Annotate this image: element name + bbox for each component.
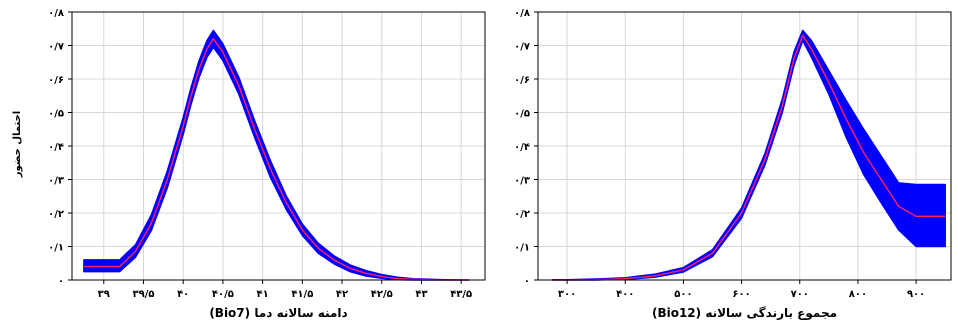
- mean-response-line: [552, 33, 946, 281]
- chart-bio7: ۰ ۰/۱ ۰/۲ ۰/۳ ۰/۴ ۰/۵ ۰/۶ ۰/۷ ۰/۸ ۳۹ ۳۹/۵ ۴۰ ۴۰/۵ ۴۱ ۴…: [48, 8, 486, 320]
- x-tick-label: ۴۳/۵: [450, 289, 472, 300]
- y-tick-label: ۰/۸: [514, 8, 530, 19]
- y-tick-label: ۰: [58, 276, 64, 287]
- y-tick-label: ۰/۵: [514, 109, 530, 120]
- y-tick-label: ۰/۸: [48, 8, 64, 19]
- x-tick-label: ۵۰۰: [674, 289, 692, 300]
- x-tick-label: ۸۰۰: [849, 289, 867, 300]
- x-axis-title: دامنه سالانه دما (Bio7): [209, 306, 347, 320]
- x-tick-label: ۳۹: [98, 289, 110, 300]
- y-tick-label: ۰/۱: [514, 243, 530, 254]
- x-tick-label: ۴۱/۵: [291, 289, 313, 300]
- y-tick-label: ۰/۲: [514, 209, 530, 220]
- y-tick-label: ۰/۵: [48, 109, 64, 120]
- y-tick-label: ۰/۳: [514, 176, 530, 187]
- x-tick-label: ۴۰/۵: [212, 289, 234, 300]
- mean-response-line: [83, 37, 470, 281]
- y-tick-label: ۰/۶: [514, 75, 530, 86]
- y-tick-label: ۰/۷: [48, 42, 64, 53]
- x-tick-label: ۳۹/۵: [132, 289, 154, 300]
- y-axis-label: احتمال حضور: [12, 111, 23, 178]
- y-tick-label: ۰/۴: [514, 142, 530, 153]
- x-tick-label: ۴۲: [336, 289, 348, 300]
- confidence-band: [551, 29, 946, 281]
- y-tick-label: ۰/۳: [48, 176, 64, 187]
- x-tick-label: ۹۰۰: [907, 289, 925, 300]
- y-tick-label: ۰/۶: [48, 75, 64, 86]
- x-tick-label: ۴۲/۵: [371, 289, 393, 300]
- y-tick-label: ۰/۱: [48, 243, 64, 254]
- x-tick-label: ۳۰۰: [558, 289, 576, 300]
- x-tick-label: ۷۰۰: [791, 289, 809, 300]
- x-axis-title: مجموع بارندگی سالانه (Bio12): [652, 306, 837, 321]
- x-tick-label: ۴۰۰: [616, 289, 634, 300]
- y-tick-label: ۰/۲: [48, 209, 64, 220]
- x-tick-label: ۶۰۰: [732, 289, 750, 300]
- y-tick-label: ۰: [524, 276, 530, 287]
- x-tick-label: ۴۳: [415, 289, 427, 300]
- x-tick-label: ۴۰: [177, 289, 189, 300]
- y-tick-label: ۰/۴: [48, 142, 64, 153]
- y-tick-label: ۰/۷: [514, 42, 530, 53]
- x-tick-label: ۴۱: [257, 289, 269, 300]
- chart-bio12: ۰ ۰/۱ ۰/۲ ۰/۳ ۰/۴ ۰/۵ ۰/۶ ۰/۷ ۰/۸ ۳۰۰ ۴۰۰ ۵۰۰ ۶۰۰ ۷۰۰…: [514, 8, 952, 321]
